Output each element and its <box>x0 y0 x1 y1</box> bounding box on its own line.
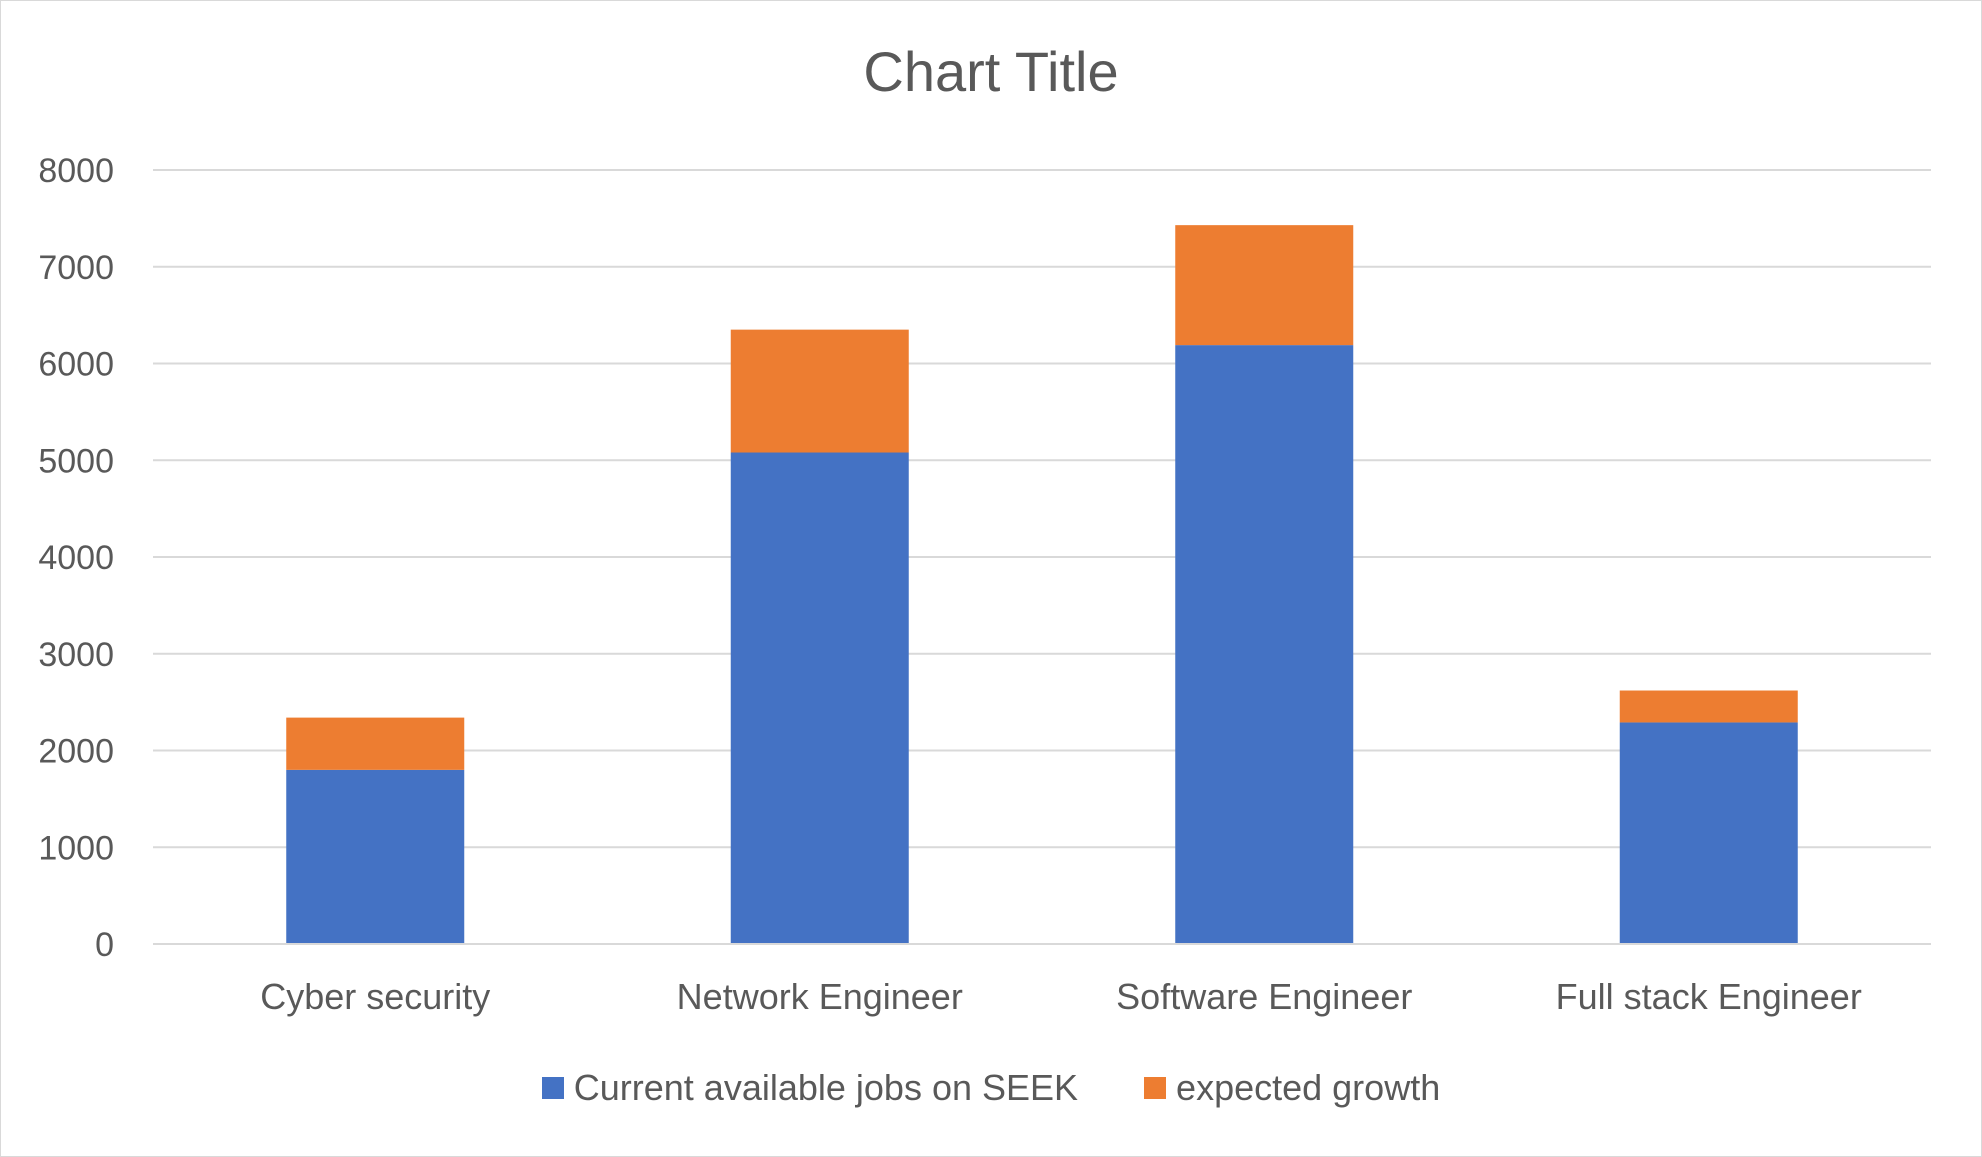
legend-swatch-expected-growth <box>1144 1077 1167 1099</box>
y-tick-label-0: 0 <box>95 926 114 964</box>
y-tick-label-7000: 7000 <box>38 249 114 287</box>
bar-expected-growth-0 <box>286 717 465 770</box>
bar-expected-growth-2 <box>1175 225 1354 346</box>
x-tick-label-2: Software Engineer <box>1116 976 1412 1017</box>
y-tick-label-2000: 2000 <box>38 733 114 771</box>
bar-current-jobs-0 <box>286 769 465 944</box>
y-tick-label-3000: 3000 <box>38 636 114 674</box>
x-tick-label-3: Full stack Engineer <box>1556 976 1862 1017</box>
legend-swatch-current-jobs <box>541 1077 564 1099</box>
tick-labels: 0 1000 2000 3000 4000 5000 6000 7000 8000 Cyber s… <box>38 152 1861 1017</box>
legend-item-current-jobs: Current available jobs on SEEK <box>541 1067 1079 1109</box>
bar-expected-growth-1 <box>730 329 909 453</box>
bar-expected-growth-3 <box>1619 690 1798 723</box>
legend-item-expected-growth: expected growth <box>1144 1067 1440 1109</box>
legend-label-current-jobs: Current available jobs on SEEK <box>573 1067 1079 1108</box>
legend: Current available jobs on SEEK expected … <box>1 1067 1981 1109</box>
y-tick-label-6000: 6000 <box>38 346 114 384</box>
bars <box>286 225 1798 944</box>
y-tick-label-8000: 8000 <box>38 152 114 190</box>
bar-current-jobs-3 <box>1619 722 1798 944</box>
chart-title: Chart Title <box>863 40 1119 103</box>
x-tick-label-0: Cyber security <box>260 976 490 1017</box>
y-tick-label-5000: 5000 <box>38 442 114 480</box>
legend-label-expected-growth: expected growth <box>1176 1067 1441 1108</box>
x-tick-label-1: Network Engineer <box>677 976 963 1017</box>
bar-current-jobs-1 <box>730 452 909 944</box>
y-tick-label-4000: 4000 <box>38 539 114 577</box>
bar-current-jobs-2 <box>1175 345 1354 944</box>
y-tick-label-1000: 1000 <box>38 829 114 867</box>
